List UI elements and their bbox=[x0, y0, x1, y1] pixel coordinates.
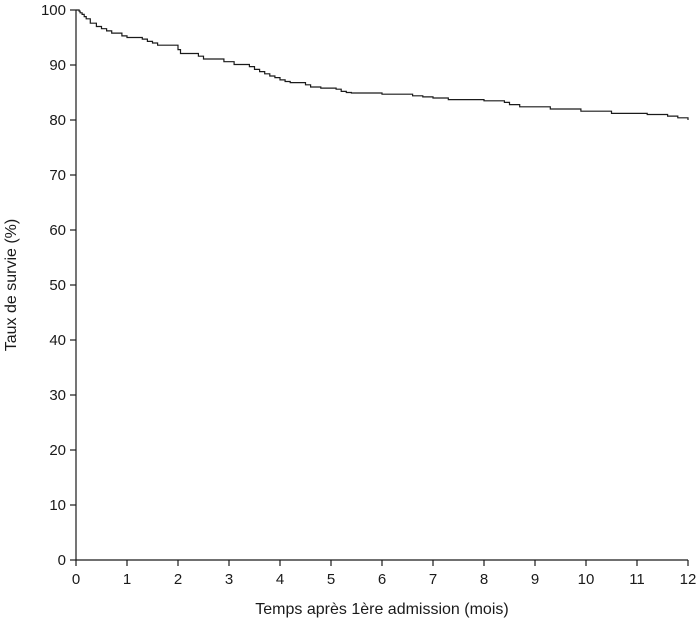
x-tick-label: 5 bbox=[327, 571, 335, 588]
y-tick-label: 50 bbox=[49, 277, 66, 294]
y-tick-label: 90 bbox=[49, 57, 66, 74]
x-tick-label: 1 bbox=[123, 571, 131, 588]
y-axis-title: Taux de survie (%) bbox=[3, 219, 20, 352]
x-tick-label: 3 bbox=[225, 571, 233, 588]
x-axis-ticks: 0 1 2 3 4 5 6 7 8 9 10 11 12 bbox=[72, 560, 697, 588]
y-tick-label: 0 bbox=[58, 552, 66, 569]
x-axis-title: Temps après 1ère admission (mois) bbox=[255, 601, 508, 618]
x-tick-label: 0 bbox=[72, 571, 80, 588]
y-axis-ticks: 0 10 20 30 40 50 60 70 80 90 100 bbox=[41, 2, 76, 569]
x-tick-label: 10 bbox=[578, 571, 595, 588]
y-tick-label: 60 bbox=[49, 222, 66, 239]
x-tick-label: 7 bbox=[429, 571, 437, 588]
y-tick-label: 30 bbox=[49, 387, 66, 404]
survival-curve bbox=[76, 9, 689, 120]
y-tick-label: 80 bbox=[49, 112, 66, 129]
y-tick-label: 100 bbox=[41, 2, 66, 19]
x-tick-label: 2 bbox=[174, 571, 182, 588]
x-tick-label: 12 bbox=[680, 571, 697, 588]
y-tick-label: 10 bbox=[49, 497, 66, 514]
y-tick-label: 40 bbox=[49, 332, 66, 349]
x-tick-label: 6 bbox=[378, 571, 386, 588]
x-tick-label: 11 bbox=[629, 571, 645, 588]
x-tick-label: 8 bbox=[480, 571, 488, 588]
x-tick-label: 9 bbox=[531, 571, 539, 588]
y-tick-label: 70 bbox=[49, 167, 66, 184]
x-tick-label: 4 bbox=[276, 571, 284, 588]
y-tick-label: 20 bbox=[49, 442, 66, 459]
